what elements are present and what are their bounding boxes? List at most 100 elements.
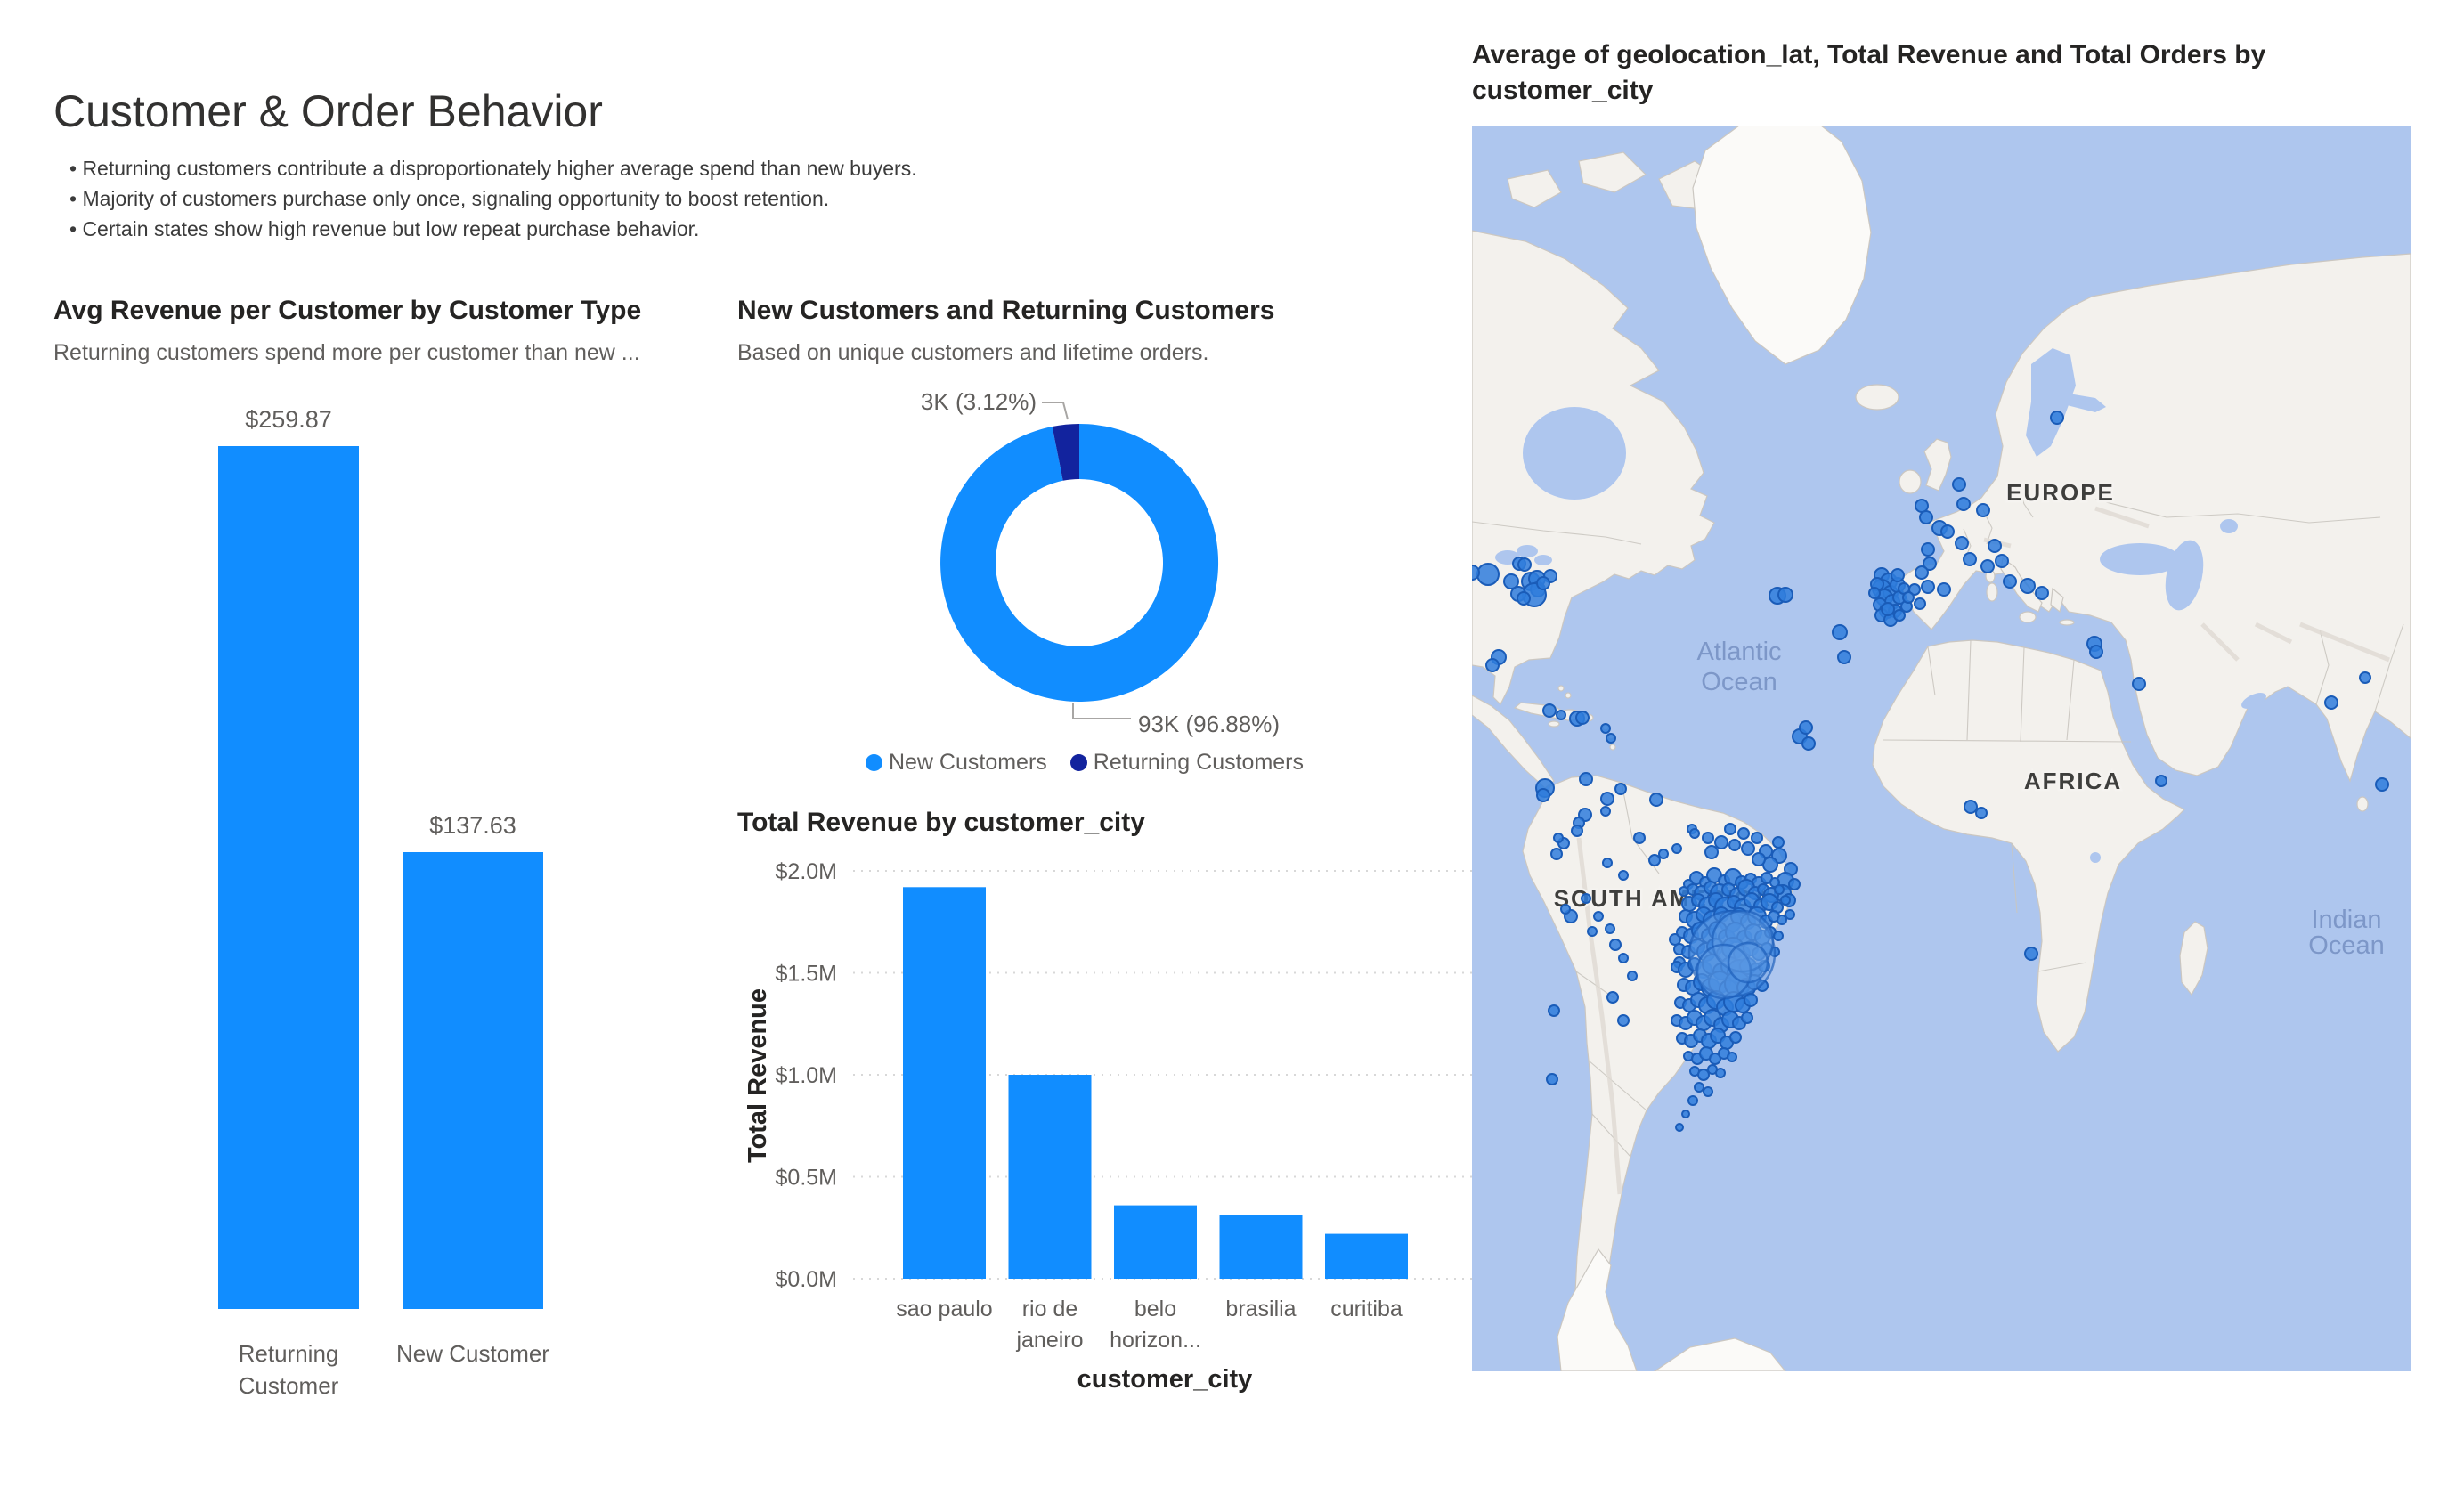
map-bubble[interactable]	[1788, 878, 1801, 890]
map-bubble[interactable]	[1658, 849, 1669, 859]
map-bubble[interactable]	[1517, 591, 1531, 606]
map-bubble[interactable]	[2089, 645, 2103, 659]
map-bubble[interactable]	[1675, 1123, 1684, 1132]
map-bubble[interactable]	[2050, 411, 2064, 425]
map-bubble[interactable]	[1741, 841, 1755, 856]
map-bubble[interactable]	[1609, 939, 1622, 951]
map-bubble[interactable]	[1546, 1073, 1558, 1085]
map-bubble[interactable]	[1914, 597, 1926, 610]
map-bubble[interactable]	[1937, 582, 1951, 597]
map-bubble[interactable]	[1756, 980, 1769, 992]
map-bubble[interactable]	[1773, 931, 1784, 941]
donut-slice-returning-customers[interactable]	[1052, 424, 1079, 481]
map-bubble[interactable]	[1724, 823, 1736, 835]
map-bubble[interactable]	[1988, 539, 2002, 553]
map-bubble[interactable]	[1517, 557, 1532, 572]
map-bubble-large[interactable]	[1711, 909, 1775, 973]
map-bubble-large[interactable]	[1696, 943, 1752, 1000]
map-bubble[interactable]	[1536, 788, 1550, 802]
map-bubble[interactable]	[1952, 477, 1966, 492]
map-bubble[interactable]	[1593, 911, 1604, 922]
map-bubble[interactable]	[1737, 827, 1750, 840]
map-bubble[interactable]	[1780, 895, 1791, 906]
map-bubble[interactable]	[1587, 926, 1598, 937]
map-bubble[interactable]	[2324, 695, 2338, 710]
map-bubble[interactable]	[1752, 852, 1766, 866]
bar-curitiba[interactable]	[1325, 1233, 1408, 1279]
map-bubble[interactable]	[1893, 609, 1906, 622]
map-bubble[interactable]	[1976, 503, 1990, 517]
map-bubble[interactable]	[1689, 828, 1700, 839]
map-bubble[interactable]	[1799, 720, 1813, 735]
map-bubble[interactable]	[1703, 1086, 1713, 1097]
bar-returning-customer[interactable]	[218, 446, 359, 1309]
map-bubble[interactable]	[1729, 1031, 1742, 1044]
map-bubble[interactable]	[1728, 839, 1741, 851]
map-bubble[interactable]	[1649, 793, 1663, 807]
map-bubble[interactable]	[1600, 792, 1614, 806]
map-bubble[interactable]	[1536, 576, 1550, 590]
map-bubble[interactable]	[2359, 671, 2371, 684]
map-bubble[interactable]	[1669, 933, 1681, 946]
map-bubble[interactable]	[1548, 1004, 1560, 1017]
map-bubble[interactable]	[1955, 536, 1969, 550]
map-bubble[interactable]	[1600, 806, 1611, 817]
map-bubble[interactable]	[1614, 783, 1627, 795]
map-bubble[interactable]	[1553, 833, 1564, 843]
map-bubble[interactable]	[1600, 723, 1611, 734]
map-bubble[interactable]	[1715, 1068, 1726, 1078]
map-bubble[interactable]	[1575, 711, 1590, 725]
map-bubble[interactable]	[1956, 497, 1971, 511]
map-bubble[interactable]	[1785, 909, 1795, 920]
map-bubble[interactable]	[1964, 800, 1978, 814]
map-bubble[interactable]	[1921, 580, 1935, 594]
map-bubble[interactable]	[1980, 559, 1995, 573]
map-bubble[interactable]	[1902, 591, 1915, 604]
map-bubble[interactable]	[1915, 499, 1929, 513]
map-bubble[interactable]	[1975, 807, 1988, 819]
map-bubble[interactable]	[1679, 886, 1689, 897]
map-bubble[interactable]	[1542, 703, 1557, 718]
bar-brasilia[interactable]	[1219, 1215, 1303, 1279]
map-bubble[interactable]	[1503, 573, 1519, 589]
map-bubble[interactable]	[1648, 854, 1661, 866]
map-bubble[interactable]	[1772, 836, 1785, 849]
map-bubble[interactable]	[1741, 1012, 1753, 1024]
map-bubble[interactable]	[1485, 658, 1500, 672]
map-bubble[interactable]	[1777, 587, 1793, 603]
bar-sao-paulo[interactable]	[903, 887, 986, 1279]
map-bubble[interactable]	[1714, 835, 1728, 849]
map-bubble[interactable]	[1697, 1069, 1710, 1081]
map-bubble[interactable]	[1921, 542, 1935, 557]
map-bubble-large[interactable]	[1727, 941, 1769, 984]
map-bubble[interactable]	[1627, 971, 1638, 981]
map-bubble[interactable]	[1472, 565, 1480, 581]
map-bubble[interactable]	[1476, 563, 1500, 586]
map-bubble[interactable]	[1560, 904, 1571, 915]
map-bubble[interactable]	[1606, 991, 1619, 1004]
donut-slice-new-customers[interactable]	[940, 424, 1219, 702]
map-bubble[interactable]	[1727, 1052, 1737, 1062]
map-bubble[interactable]	[1617, 1014, 1630, 1027]
map-bubble[interactable]	[1571, 825, 1583, 837]
map-bubble[interactable]	[1963, 552, 1977, 566]
map-bubble[interactable]	[2375, 777, 2389, 792]
map-bubble[interactable]	[1556, 710, 1566, 720]
map-bubble[interactable]	[1923, 557, 1937, 571]
map-bubble[interactable]	[1671, 843, 1682, 854]
map-bubble[interactable]	[1940, 524, 1955, 539]
map-visual[interactable]: EUROPE AFRICA SOUTH AMERICA Atlantic Oce…	[1472, 126, 2411, 1371]
legend-item-new-customers[interactable]: New Customers	[865, 750, 1047, 776]
map-bubble[interactable]	[1837, 650, 1851, 664]
map-bubble[interactable]	[1709, 1053, 1721, 1065]
bar-belo-horizon[interactable]	[1114, 1205, 1197, 1279]
map-bubble[interactable]	[1633, 832, 1646, 844]
map-bubble[interactable]	[2132, 677, 2146, 691]
bar-rio-de-janeiro[interactable]	[1008, 1075, 1092, 1279]
map-bubble[interactable]	[1777, 915, 1787, 925]
map-bubble[interactable]	[1704, 845, 1719, 859]
map-bubble[interactable]	[1915, 565, 1929, 580]
map-bubble[interactable]	[2020, 578, 2036, 594]
map-bubble[interactable]	[1881, 602, 1895, 616]
map-bubble[interactable]	[2024, 947, 2038, 961]
